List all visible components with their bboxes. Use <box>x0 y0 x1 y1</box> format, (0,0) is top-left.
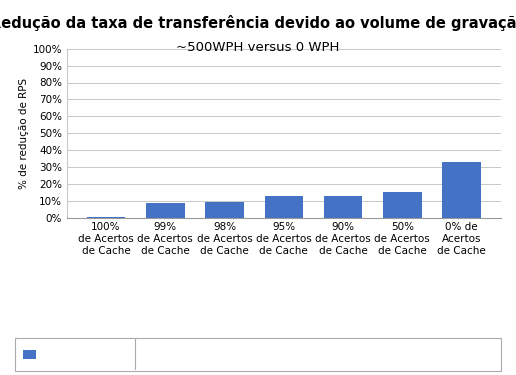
Text: % de redução de RPS: % de redução de RPS <box>42 350 162 359</box>
Bar <box>205 202 244 217</box>
Bar <box>442 162 481 218</box>
Text: 12.59%: 12.59% <box>264 350 304 359</box>
Bar <box>383 192 422 217</box>
Text: 8.35%: 8.35% <box>149 350 182 359</box>
Text: 12.79%: 12.79% <box>323 350 363 359</box>
Text: 9.32%: 9.32% <box>208 350 241 359</box>
Bar <box>324 196 362 217</box>
Text: Redução da taxa de transferência devido ao volume de gravação: Redução da taxa de transferência devido … <box>0 15 516 31</box>
Text: ~500WPH versus 0 WPH: ~500WPH versus 0 WPH <box>176 41 340 54</box>
Text: 0.45%: 0.45% <box>90 350 122 359</box>
Y-axis label: % de redução de RPS: % de redução de RPS <box>19 78 28 189</box>
Bar <box>146 203 185 217</box>
Text: 32.96%: 32.96% <box>442 350 481 359</box>
Text: 15.31%: 15.31% <box>382 350 422 359</box>
Bar <box>265 196 303 217</box>
